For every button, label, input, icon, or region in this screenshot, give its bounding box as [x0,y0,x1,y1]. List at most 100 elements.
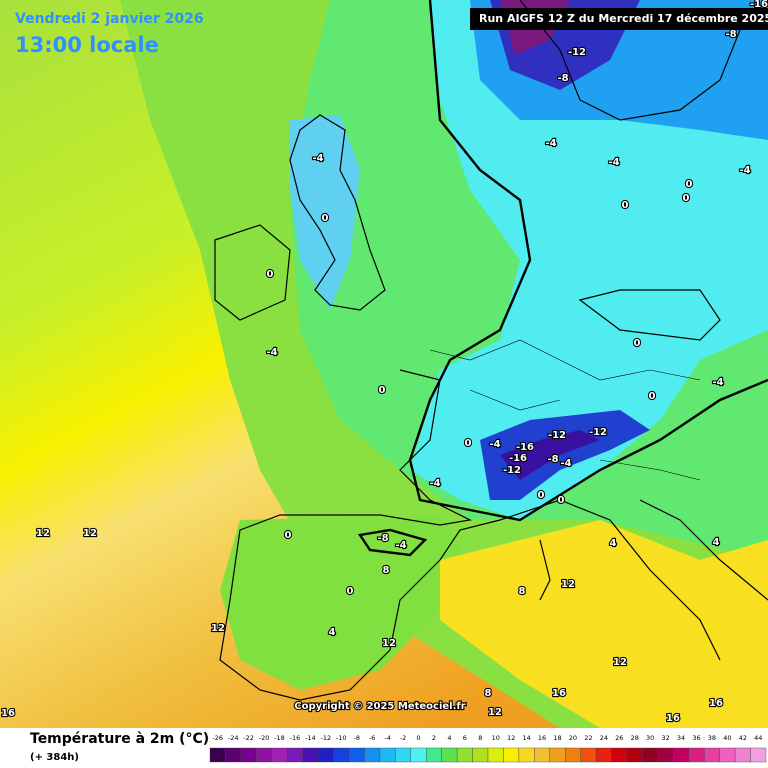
legend-swatch [734,747,751,763]
legend-label: -4 [384,734,390,742]
legend-label: -22 [243,734,254,742]
contour-label: -4 [608,157,619,168]
legend-swatch [503,747,520,763]
legend-label: 44 [754,734,762,742]
contour-label: 0 [649,391,656,402]
contour-label: 0 [347,586,354,597]
contour-label: -4 [266,347,277,358]
legend-swatch [348,747,365,763]
legend-swatch [287,747,303,763]
legend-label: 2 [432,734,436,742]
contour-label: -12 [589,427,607,438]
legend-label: 36 [692,734,700,742]
legend-swatch [657,747,674,763]
legend-swatch [317,747,334,763]
contour-label: 0 [285,530,292,541]
legend-lead: (+ 384h) [30,752,79,763]
legend-swatch [225,747,242,763]
coastline [219,369,768,701]
legend-label: -8 [353,734,359,742]
border [429,339,701,481]
legend-label: 26 [615,734,623,742]
legend-label: 0 [416,734,420,742]
legend-swatch [472,747,489,763]
legend-label: 34 [677,734,685,742]
contour-label: 12 [382,638,396,649]
legend-label: 10 [492,734,500,742]
contour-label: -4 [429,478,440,489]
legend-swatch [595,747,612,763]
legend-scale: -26 -24 -22 -20 -18 -16 -14 -12 -10 -8 -6 -4 -2 0 2 4 6 8… [209,734,767,763]
contour-label: 8 [383,565,390,576]
contour-label: -16 [509,453,527,464]
legend-label: 24 [600,734,608,742]
zone-iberia [220,515,470,690]
contour-label: 16 [666,713,680,724]
legend-swatch [333,747,350,763]
legend-label: 16 [538,734,546,742]
legend-label: 42 [739,734,747,742]
legend-title: Température à 2m (°C) [30,731,209,747]
legend-swatch [549,747,566,763]
legend-swatch [271,747,288,763]
legend-label: -20 [259,734,270,742]
contour-label: 8 [519,586,526,597]
legend-label: 32 [661,734,669,742]
legend-swatch [626,747,643,763]
contour-label: 0 [622,200,629,211]
legend-swatch [256,747,272,763]
legend-label: 4 [447,734,451,742]
zone-cyan [410,0,768,520]
contour-label: -4 [560,458,571,469]
copyright: Copyright © 2025 Meteociel.fr [294,701,465,712]
legend-label: -2 [400,734,406,742]
contour-label: -12 [503,465,521,476]
contour-label: 4 [610,538,617,549]
contour-label: 0 [683,193,690,204]
legend-swatch [209,747,226,763]
contour-label: 16 [552,688,566,699]
isotherm-zero [408,0,768,522]
legend-label: -16 [290,734,301,742]
contour-label: -12 [548,430,566,441]
legend-label: 40 [723,734,731,742]
legend-label: -12 [321,734,332,742]
legend-label: 12 [507,734,515,742]
contour-label: 0 [538,490,545,501]
legend-swatch [426,747,442,763]
legend-swatch [441,747,458,763]
contour-label: 8 [485,688,492,699]
contour-label: -4 [545,138,556,149]
coastline [519,0,741,341]
contour-label: 4 [713,537,720,548]
legend-label: -24 [228,734,239,742]
zone-med [440,520,768,728]
contour-label: -8 [725,29,736,40]
legend-label: -6 [369,734,375,742]
legend-swatch [719,747,736,763]
zone-alps-core [500,430,600,480]
contour-label: 0 [322,213,329,224]
contour-label: 12 [613,657,627,668]
contour-labels: -400-400 -4 -16-12 -12-8 -4-16-12-40 012 12 0 -8… [0,0,768,725]
contour-label: 12 [83,528,97,539]
contour-label: -8 [557,73,568,84]
legend-swatch [518,747,535,763]
contour-label: -4 [489,439,500,450]
legend-swatch [673,747,689,763]
legend-swatch [410,747,427,763]
legend-label: -18 [274,734,285,742]
contour-label: -16 [750,0,768,10]
legend-swatch [688,747,705,763]
legend-swatch [534,747,550,763]
legend-label: -10 [336,734,347,742]
legend-label: 14 [522,734,530,742]
contour-label: -4 [712,377,723,388]
isotherm-zero [357,528,428,557]
legend-label: -14 [305,734,316,742]
contour-label: -4 [739,165,750,176]
contour-label: 12 [561,579,575,590]
legend-swatch [580,747,597,763]
legend-label: 38 [708,734,716,742]
